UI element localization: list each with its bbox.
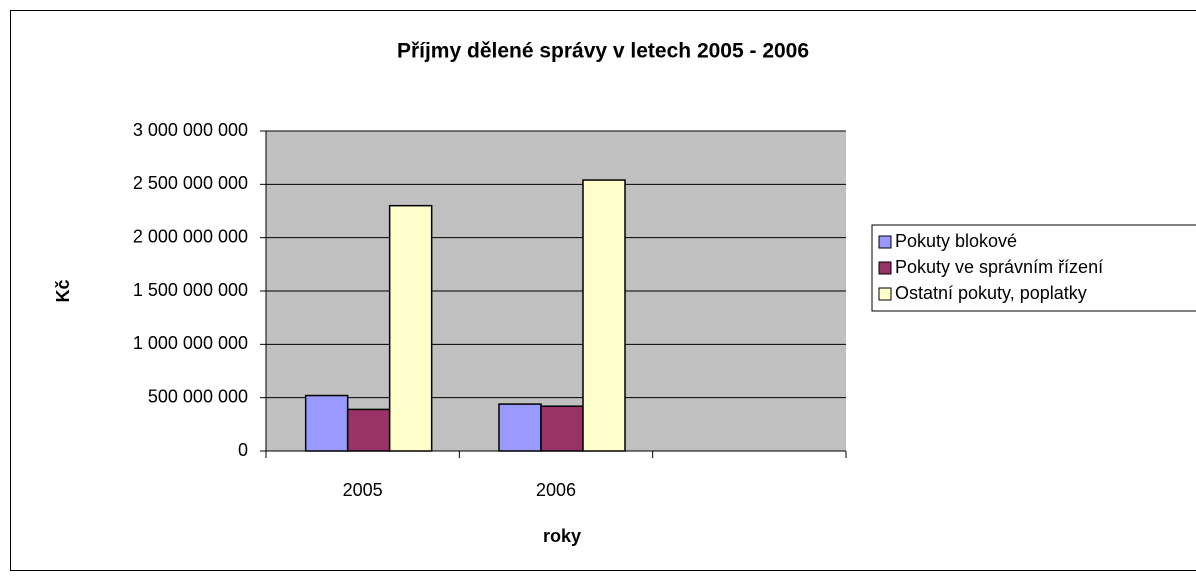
y-tick-label: 2 000 000 000 bbox=[133, 226, 248, 246]
y-tick-label: 3 000 000 000 bbox=[133, 120, 248, 140]
legend-label: Pokuty ve správním řízení bbox=[895, 257, 1103, 277]
y-tick-label: 0 bbox=[238, 440, 248, 460]
legend-label: Pokuty blokové bbox=[895, 231, 1017, 251]
legend-swatch bbox=[878, 287, 892, 301]
y-tick-label: 1 000 000 000 bbox=[133, 333, 248, 353]
y-tick-label: 500 000 000 bbox=[148, 386, 248, 406]
bar bbox=[582, 179, 626, 452]
x-axis-label: roky bbox=[543, 526, 581, 546]
legend-label: Ostatní pokuty, poplatky bbox=[895, 283, 1087, 303]
legend-box bbox=[871, 224, 1196, 312]
bar bbox=[346, 408, 391, 452]
y-axis-label: Kč bbox=[53, 279, 73, 302]
y-tick-label: 1 500 000 000 bbox=[133, 280, 248, 300]
bar bbox=[498, 403, 542, 452]
y-tick-label: 2 500 000 000 bbox=[133, 173, 248, 193]
bar bbox=[388, 204, 433, 452]
x-tick-label: 2005 bbox=[343, 480, 383, 500]
x-tick-label: 2006 bbox=[536, 480, 576, 500]
bar bbox=[540, 405, 584, 452]
bar bbox=[304, 394, 349, 452]
chart-title: Příjmy dělené správy v letech 2005 - 200… bbox=[397, 40, 809, 63]
legend-swatch bbox=[878, 261, 892, 275]
legend-swatch bbox=[878, 235, 892, 249]
